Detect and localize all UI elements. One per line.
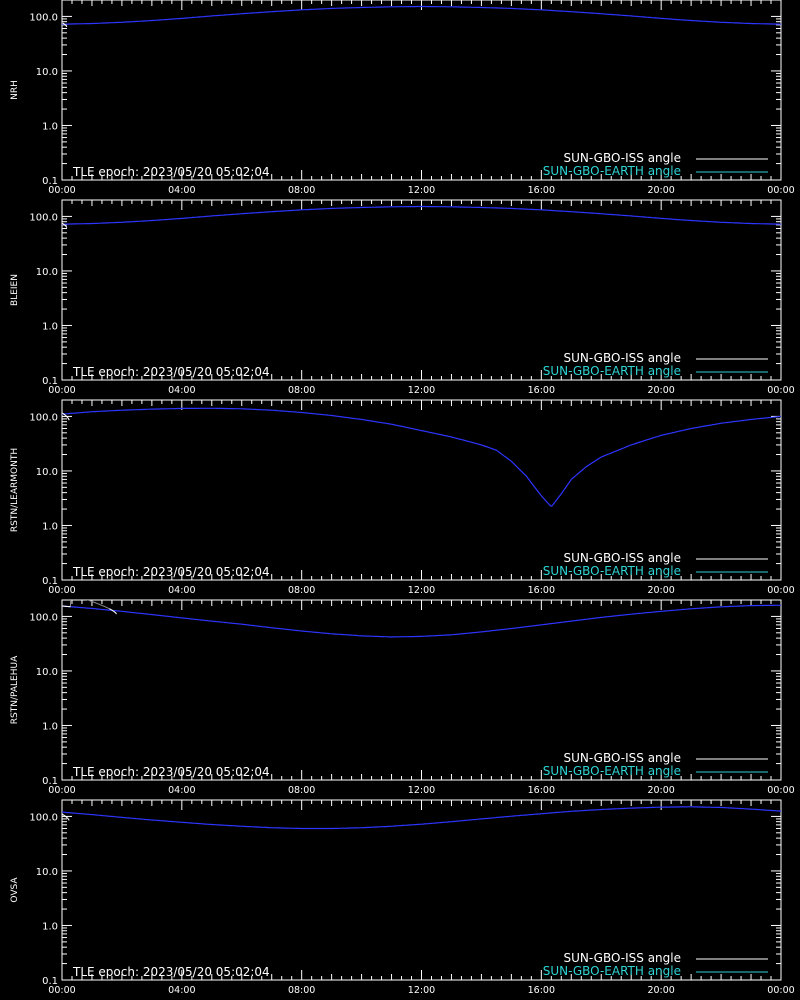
y-tick-label: 1.0 bbox=[42, 721, 58, 732]
y-tick-label: 100.0 bbox=[29, 812, 58, 823]
earth-angle-line bbox=[62, 604, 781, 638]
y-tick-label: 0.1 bbox=[42, 776, 58, 787]
x-tick-label: 08:00 bbox=[288, 185, 315, 196]
tle-epoch-annotation: TLE epoch: 2023/05/20 05:02:04 bbox=[72, 365, 270, 379]
tle-epoch-annotation: TLE epoch: 2023/05/20 05:02:04 bbox=[72, 165, 270, 179]
y-tick-label: 10.0 bbox=[36, 467, 58, 478]
x-tick-label: 08:00 bbox=[288, 385, 315, 396]
y-tick-label: 0.1 bbox=[42, 376, 58, 387]
y-axis-label: RSTN/PALEHUA bbox=[10, 655, 20, 724]
iss-angle-line bbox=[62, 22, 68, 28]
legend-label-earth: SUN-GBO-EARTH angle bbox=[543, 564, 681, 578]
y-tick-label: 1.0 bbox=[42, 921, 58, 932]
legend-label-iss: SUN-GBO-ISS angle bbox=[564, 151, 681, 165]
y-tick-label: 100.0 bbox=[29, 612, 58, 623]
panel-5: 100.0 10.0 1.0 0.1 OVSA 00:00 04:00 08:00 12:00 1… bbox=[10, 799, 795, 996]
legend-label-earth: SUN-GBO-EARTH angle bbox=[543, 164, 681, 178]
tle-epoch-annotation: TLE epoch: 2023/05/20 05:02:04 bbox=[72, 965, 270, 979]
legend-label-iss: SUN-GBO-ISS angle bbox=[564, 551, 681, 565]
y-tick-label: 100.0 bbox=[29, 12, 58, 23]
x-tick-label: 00:00 bbox=[48, 385, 75, 396]
y-tick-label: 1.0 bbox=[42, 121, 58, 132]
x-tick-label: 12:00 bbox=[408, 385, 435, 396]
plot-area bbox=[62, 806, 781, 830]
x-tick-label: 00:00 bbox=[767, 985, 794, 996]
x-tick-label: 08:00 bbox=[288, 785, 315, 796]
y-axis-label: OVSA bbox=[10, 877, 20, 903]
y-tick-label: 1.0 bbox=[42, 521, 58, 532]
y-axis-label: BLEIEN bbox=[10, 274, 20, 306]
legend-label-iss: SUN-GBO-ISS angle bbox=[564, 751, 681, 765]
legend-label-earth: SUN-GBO-EARTH angle bbox=[543, 764, 681, 778]
x-tick-label: 08:00 bbox=[288, 585, 315, 596]
y-tick-label: 0.1 bbox=[42, 176, 58, 187]
y-tick-label: 0.1 bbox=[42, 576, 58, 587]
y-tick-label: 10.0 bbox=[36, 667, 58, 678]
x-tick-label: 16:00 bbox=[528, 585, 555, 596]
panel-4: 100.0 10.0 1.0 0.1 RSTN/PALEHUA 00:00 04:00 08:… bbox=[10, 594, 795, 796]
earth-angle-line bbox=[62, 407, 781, 507]
x-tick-label: 00:00 bbox=[48, 585, 75, 596]
iss-angle-line bbox=[62, 222, 68, 228]
tle-epoch-annotation: TLE epoch: 2023/05/20 05:02:04 bbox=[72, 765, 270, 779]
plot-area bbox=[62, 407, 781, 507]
x-tick-label: 16:00 bbox=[528, 185, 555, 196]
legend-label-earth: SUN-GBO-EARTH angle bbox=[543, 964, 681, 978]
iss-angle-line bbox=[62, 412, 70, 421]
x-tick-label: 20:00 bbox=[647, 985, 674, 996]
x-tick-label: 16:00 bbox=[528, 385, 555, 396]
earth-angle-line bbox=[62, 205, 781, 225]
legend-label-iss: SUN-GBO-ISS angle bbox=[564, 351, 681, 365]
x-tick-label: 00:00 bbox=[48, 185, 75, 196]
y-tick-label: 10.0 bbox=[36, 67, 58, 78]
iss-angle-line bbox=[62, 605, 117, 615]
x-tick-label: 00:00 bbox=[767, 785, 794, 796]
x-tick-label: 04:00 bbox=[168, 385, 195, 396]
x-tick-label: 00:00 bbox=[767, 585, 794, 596]
x-tick-label: 00:00 bbox=[48, 985, 75, 996]
x-tick-label: 04:00 bbox=[168, 185, 195, 196]
y-tick-label: 1.0 bbox=[42, 321, 58, 332]
x-tick-label: 00:00 bbox=[767, 385, 794, 396]
x-tick-label: 04:00 bbox=[168, 985, 195, 996]
y-axis-label: RSTN/LEARMONTH bbox=[10, 448, 20, 532]
x-tick-label: 16:00 bbox=[528, 985, 555, 996]
x-tick-label: 04:00 bbox=[168, 785, 195, 796]
plot-area bbox=[62, 205, 781, 228]
x-tick-label: 12:00 bbox=[408, 985, 435, 996]
earth-angle-line bbox=[62, 5, 781, 25]
iss-angle-line bbox=[62, 813, 70, 821]
x-tick-label: 00:00 bbox=[48, 785, 75, 796]
x-tick-label: 12:00 bbox=[408, 785, 435, 796]
y-tick-label: 100.0 bbox=[29, 412, 58, 423]
x-tick-label: 00:00 bbox=[767, 185, 794, 196]
earth-angle-line bbox=[62, 806, 781, 830]
x-tick-label: 12:00 bbox=[408, 585, 435, 596]
x-tick-label: 20:00 bbox=[647, 185, 674, 196]
x-tick-label: 20:00 bbox=[647, 385, 674, 396]
x-tick-label: 20:00 bbox=[647, 585, 674, 596]
tle-epoch-annotation: TLE epoch: 2023/05/20 05:02:04 bbox=[72, 565, 270, 579]
panel-1: 100.0 10.0 1.0 0.1 NRH 00:00 04:00 08:00 12:00 16… bbox=[10, 0, 795, 196]
legend-label-earth: SUN-GBO-EARTH angle bbox=[543, 364, 681, 378]
y-tick-label: 10.0 bbox=[36, 867, 58, 878]
iss-angle-line-hidden bbox=[70, 594, 116, 614]
y-tick-label: 0.1 bbox=[42, 976, 58, 987]
x-tick-label: 08:00 bbox=[288, 985, 315, 996]
x-tick-label: 12:00 bbox=[408, 185, 435, 196]
y-axis-label: NRH bbox=[10, 80, 20, 100]
panel-3: 100.0 10.0 1.0 0.1 RSTN/LEARMONTH 00:00 04:00 0… bbox=[10, 399, 795, 596]
y-tick-label: 10.0 bbox=[36, 267, 58, 278]
x-tick-label: 20:00 bbox=[647, 785, 674, 796]
legend-label-iss: SUN-GBO-ISS angle bbox=[564, 951, 681, 965]
y-tick-label: 100.0 bbox=[29, 212, 58, 223]
x-tick-label: 04:00 bbox=[168, 585, 195, 596]
plot-area bbox=[62, 594, 781, 638]
x-tick-label: 16:00 bbox=[528, 785, 555, 796]
panel-2: 100.0 10.0 1.0 0.1 BLEIEN 00:00 04:00 08:00 12:0… bbox=[10, 199, 795, 396]
plot-area bbox=[62, 5, 781, 28]
